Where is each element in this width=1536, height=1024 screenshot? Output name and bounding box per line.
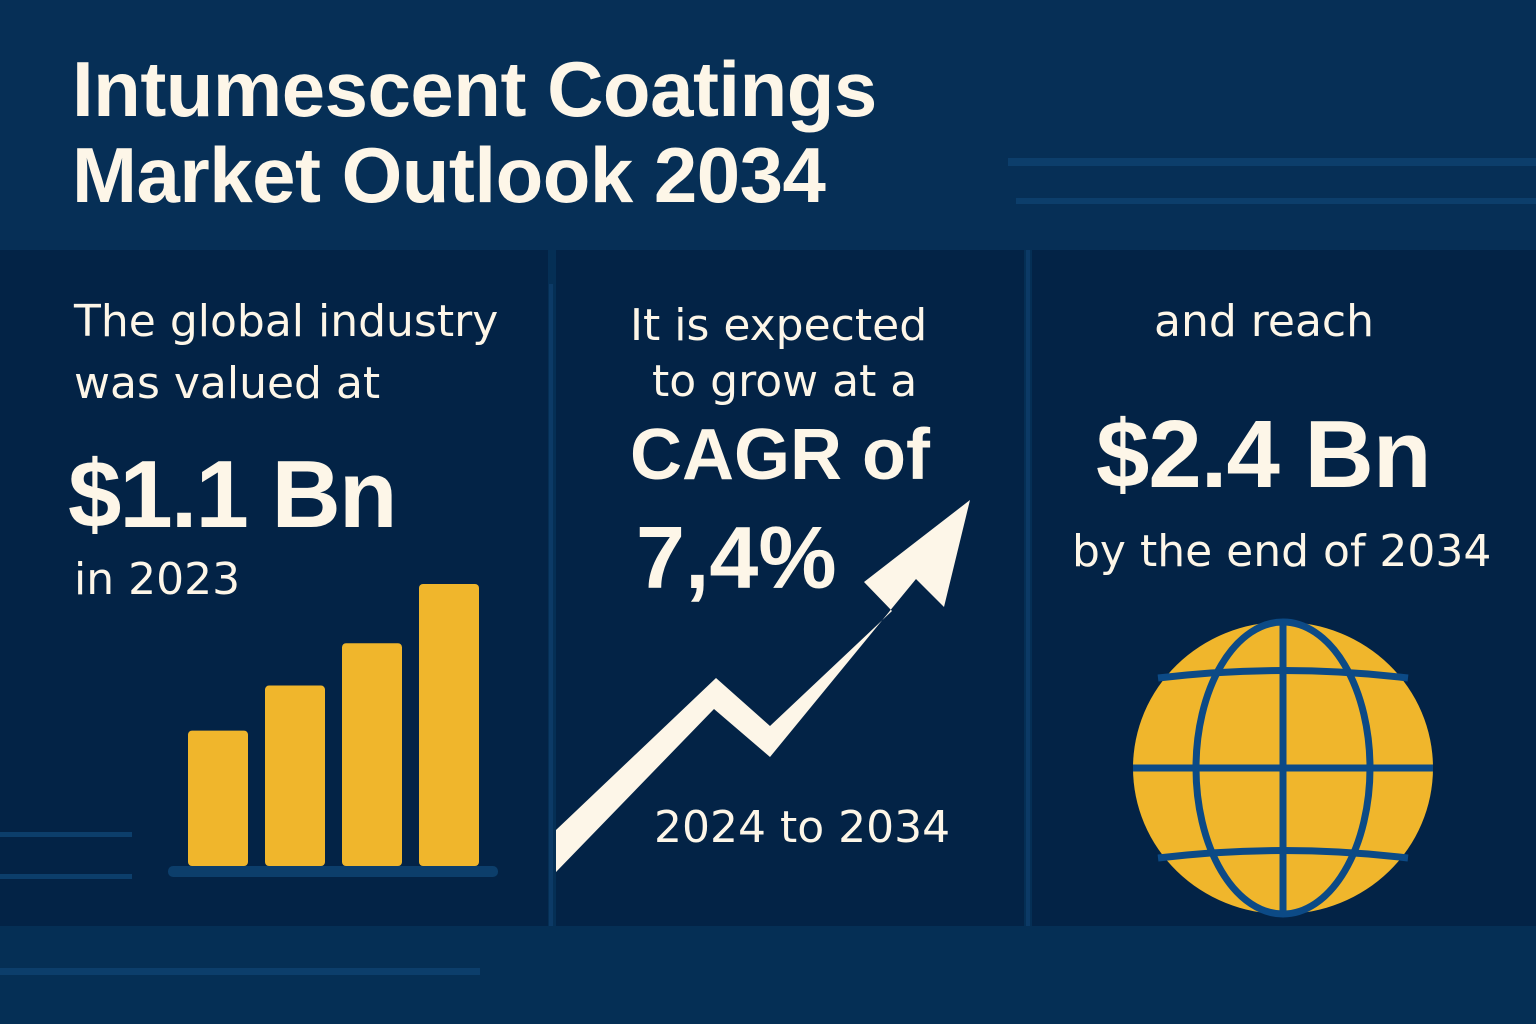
cagr-intro-line-1: It is expected <box>630 300 928 351</box>
bar-2 <box>265 685 325 866</box>
decorative-line <box>0 832 132 837</box>
bar-1 <box>188 730 248 866</box>
bar-chart-baseline <box>168 866 498 877</box>
divider <box>1026 250 1030 926</box>
title-line-1: Intumescent Coatings <box>72 45 877 133</box>
cagr-label: CAGR of <box>630 415 930 495</box>
year-label-2034: by the end of 2034 <box>1072 526 1492 577</box>
intro-line-1: The global industry <box>74 296 499 347</box>
market-value-2023: $1.1 Bn <box>68 441 397 548</box>
trend-up-arrow-icon <box>556 500 970 872</box>
decorative-line <box>0 968 480 975</box>
forecast-period: 2024 to 2034 <box>654 802 951 853</box>
page-title: Intumescent Coatings Market Outlook 2034 <box>72 46 877 218</box>
bar-4 <box>419 584 479 866</box>
bar-chart-icon <box>168 584 498 877</box>
cagr-value: 7,4% <box>636 508 837 607</box>
title-line-2: Market Outlook 2034 <box>72 131 826 219</box>
footer <box>0 926 1536 1024</box>
bar-3 <box>342 643 402 866</box>
globe-icon <box>1133 618 1433 918</box>
decorative-line <box>1016 198 1536 204</box>
market-value-2034: $2.4 Bn <box>1096 401 1431 508</box>
year-label-2023: in 2023 <box>74 554 241 605</box>
globe-latitude <box>1157 847 1409 862</box>
reach-intro: and reach <box>1154 296 1374 347</box>
cagr-intro-line-2: to grow at a <box>652 356 918 407</box>
decorative-line <box>0 874 132 879</box>
decorative-line <box>1008 158 1536 166</box>
trend-arrow-shape <box>556 500 970 872</box>
globe-latitude <box>1157 667 1409 682</box>
intro-line-2: was valued at <box>74 358 381 409</box>
divider <box>549 284 553 926</box>
header <box>0 0 1536 250</box>
